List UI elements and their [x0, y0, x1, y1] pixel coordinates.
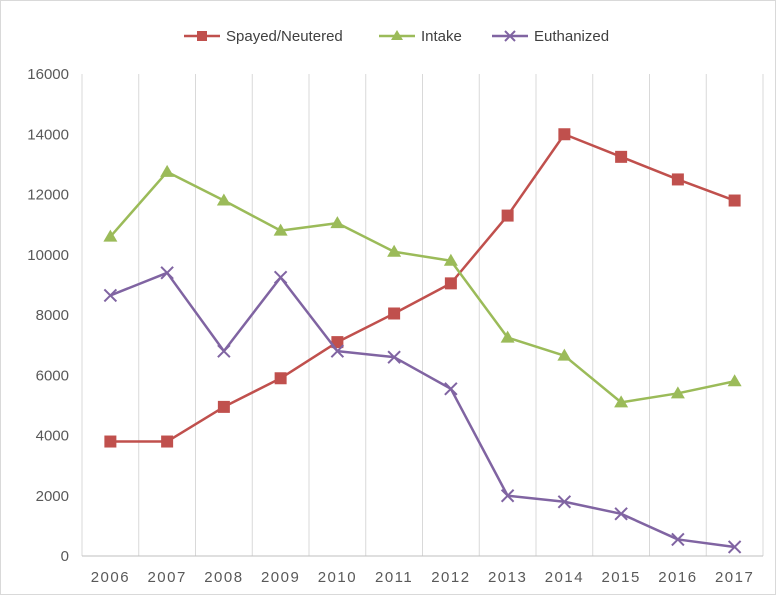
- intake-point: [330, 216, 345, 229]
- series-euthanized: [103, 266, 742, 554]
- spayed-neutered-point: [671, 173, 684, 186]
- spayed-neutered-point: [615, 150, 628, 163]
- intake-point: [160, 164, 175, 177]
- series-spayed-neutered: [104, 128, 741, 448]
- y-tick-label: 6000: [36, 367, 69, 384]
- intake-point: [273, 223, 288, 236]
- spayed-neutered-point: [728, 194, 741, 207]
- intake-point: [727, 374, 742, 387]
- x-tick-label: 2013: [488, 569, 527, 586]
- x-tick-label: 2014: [545, 569, 584, 586]
- euthanized-point: [387, 350, 401, 364]
- x-tick-label: 2006: [91, 569, 130, 586]
- legend-spayed-neutered-point: [197, 31, 207, 41]
- euthanized-point-stroke: [273, 270, 288, 285]
- euthanized-point: [273, 270, 288, 285]
- euthanized-point: [727, 540, 742, 554]
- euthanized-point: [500, 489, 515, 503]
- x-tick-label: 2009: [261, 569, 300, 586]
- y-tick-label: 8000: [36, 307, 69, 324]
- spayed-neutered-point: [558, 128, 571, 141]
- spayed-neutered-point: [104, 435, 117, 448]
- series-intake: [103, 164, 742, 408]
- euthanized-point: [103, 288, 118, 303]
- legend-intake-point: [391, 30, 403, 40]
- intake-point: [614, 395, 629, 408]
- euthanized-point: [557, 495, 572, 509]
- y-tick-label: 10000: [27, 247, 69, 264]
- euthanized-point: [160, 266, 174, 280]
- legend-euthanized-point: [504, 30, 516, 42]
- x-tick-label: 2015: [601, 569, 640, 586]
- y-tick-label: 2000: [36, 488, 69, 505]
- x-tick-label: 2011: [375, 569, 413, 586]
- y-tick-label: 16000: [27, 66, 69, 83]
- legend-item-intake: Intake: [379, 28, 462, 45]
- legend-euthanized-point-stroke: [504, 30, 516, 42]
- euthanized-point-stroke: [671, 532, 685, 547]
- euthanized-point-stroke: [217, 344, 231, 358]
- euthanized-point-stroke: [444, 382, 458, 396]
- euthanized-point-stroke: [387, 350, 401, 364]
- intake-point: [557, 348, 572, 361]
- series-line-euthanized: [109, 271, 735, 549]
- spayed-neutered-point: [444, 277, 457, 290]
- intake-point: [387, 244, 402, 257]
- x-tick-label: 2008: [204, 569, 243, 586]
- grid-layer: [81, 74, 764, 556]
- intake-point: [670, 386, 685, 399]
- spayed-neutered-point: [388, 307, 401, 320]
- legend-label-intake: Intake: [421, 28, 462, 45]
- euthanized-point: [217, 344, 231, 358]
- y-tick-label: 12000: [27, 187, 69, 204]
- euthanized-point: [444, 382, 458, 396]
- spayed-neutered-point: [217, 400, 230, 413]
- legend: Spayed/Neutered Intake Euthanized: [184, 28, 609, 45]
- x-tick-label: 2012: [431, 569, 470, 586]
- euthanized-point-stroke: [103, 288, 118, 303]
- spayed-neutered-point: [274, 372, 287, 385]
- euthanized-point-stroke: [500, 489, 515, 503]
- series-line-intake: [109, 170, 735, 404]
- spayed-neutered-point: [331, 336, 344, 349]
- intake-point: [443, 253, 458, 266]
- euthanized-point: [614, 507, 628, 521]
- y-tick-label: 0: [61, 548, 69, 565]
- legend-item-spayed-neutered: Spayed/Neutered: [184, 28, 343, 45]
- intake-point: [500, 330, 515, 343]
- legend-label-spayed-neutered: Spayed/Neutered: [226, 28, 343, 45]
- series-line-spayed-neutered: [110, 133, 736, 443]
- euthanized-point-stroke: [727, 540, 742, 554]
- x-tick-label: 2007: [147, 569, 186, 586]
- euthanized-point-stroke: [557, 495, 572, 509]
- x-tick-label: 2017: [715, 569, 754, 586]
- y-tick-label: 14000: [27, 126, 69, 143]
- axis-layer: 0 2000 4000 6000 8000 10000 12000 14000 16000 200…: [27, 66, 763, 586]
- euthanized-point: [671, 532, 685, 547]
- intake-point: [103, 229, 118, 242]
- x-tick-label: 2016: [658, 569, 697, 586]
- spayed-neutered-point: [501, 209, 514, 222]
- euthanized-point-stroke: [160, 266, 174, 280]
- legend-label-euthanized: Euthanized: [534, 28, 609, 45]
- legend-item-euthanized: Euthanized: [492, 28, 609, 45]
- euthanized-point-stroke: [330, 344, 345, 358]
- series-layer: [103, 128, 742, 554]
- euthanized-point-stroke: [614, 507, 628, 521]
- intake-point: [216, 193, 231, 206]
- y-tick-label: 4000: [36, 428, 69, 445]
- x-tick-label: 2010: [318, 569, 357, 586]
- spayed-neutered-point: [161, 435, 174, 448]
- euthanized-point: [330, 344, 345, 358]
